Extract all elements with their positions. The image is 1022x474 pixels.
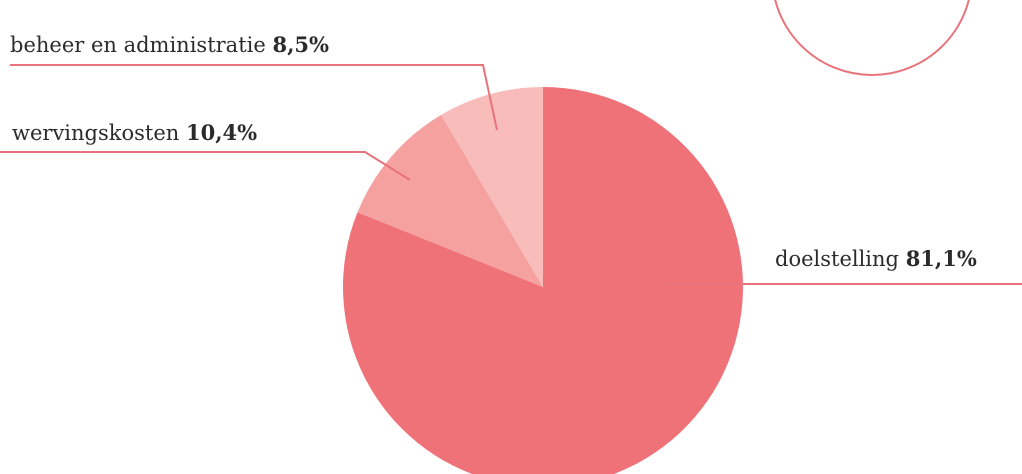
- pie-slice: [343, 87, 743, 474]
- label-value: 81,1%: [906, 246, 977, 271]
- decor-circle: [774, 0, 970, 76]
- pie-slice: [441, 87, 543, 287]
- leader-line: [0, 151, 411, 181]
- pie: [343, 87, 743, 474]
- leader-line: [10, 64, 498, 131]
- label-name: beheer en administratie: [10, 33, 266, 57]
- label-value: 10,4%: [186, 120, 257, 145]
- pie-slice: [357, 114, 543, 287]
- slice-label: wervingskosten 10,4%: [12, 120, 257, 145]
- slice-label: doelstelling 81,1%: [775, 246, 977, 271]
- label-name: wervingskosten: [12, 121, 179, 145]
- label-name: doelstelling: [775, 247, 899, 271]
- label-value: 8,5%: [272, 32, 329, 57]
- slice-label: beheer en administratie 8,5%: [10, 32, 329, 57]
